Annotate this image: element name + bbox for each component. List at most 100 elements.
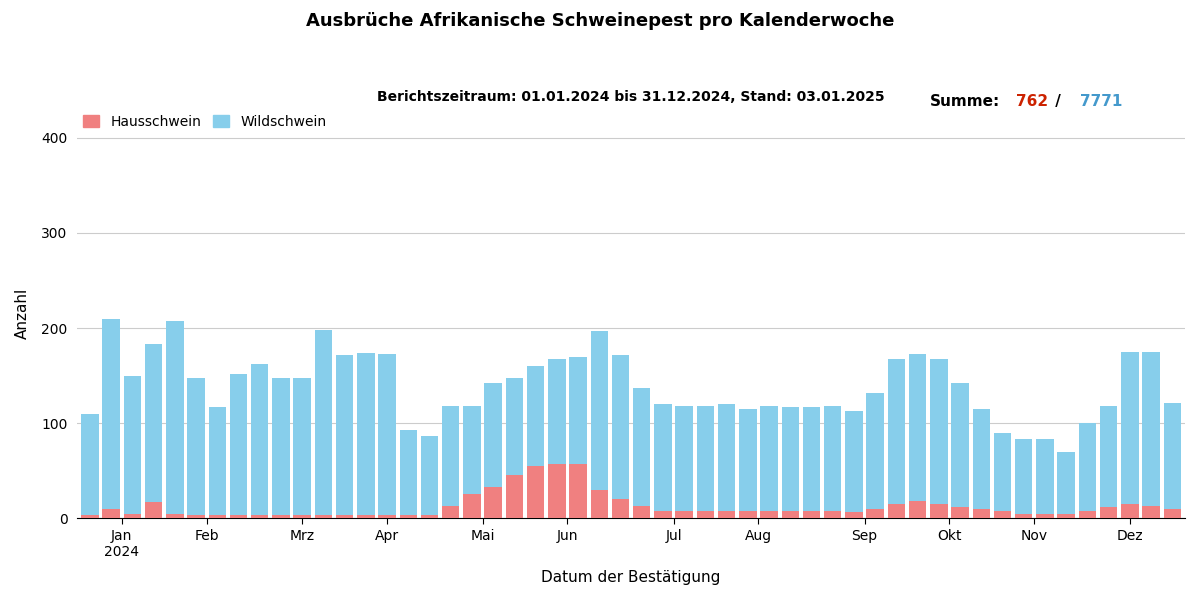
Bar <box>527 366 545 518</box>
Bar <box>294 377 311 518</box>
Bar <box>676 511 692 518</box>
Bar <box>166 514 184 518</box>
Bar <box>824 511 841 518</box>
Bar <box>1100 406 1117 518</box>
Bar <box>421 515 438 518</box>
Bar <box>251 364 269 518</box>
Bar <box>590 490 608 518</box>
Bar <box>1164 403 1181 518</box>
Bar <box>209 407 226 518</box>
Bar <box>314 330 332 518</box>
Bar <box>145 344 162 518</box>
Bar <box>82 515 98 518</box>
Bar <box>548 464 565 518</box>
Bar <box>718 511 736 518</box>
Bar <box>676 406 692 518</box>
Bar <box>505 377 523 518</box>
Bar <box>590 331 608 518</box>
Bar <box>209 515 226 518</box>
Bar <box>761 511 778 518</box>
Bar <box>485 487 502 518</box>
Bar <box>824 406 841 518</box>
Bar <box>972 509 990 518</box>
Bar <box>930 504 948 518</box>
Bar <box>761 406 778 518</box>
Bar <box>1079 423 1096 518</box>
Bar <box>336 355 353 518</box>
Bar <box>187 515 205 518</box>
Bar <box>82 413 98 518</box>
Bar <box>102 509 120 518</box>
Bar <box>166 322 184 518</box>
Bar <box>124 376 142 518</box>
Bar <box>294 515 311 518</box>
Bar <box>400 430 416 518</box>
Bar <box>569 464 587 518</box>
Bar <box>358 515 374 518</box>
Text: Ausbrüche Afrikanische Schweinepest pro Kalenderwoche: Ausbrüche Afrikanische Schweinepest pro … <box>306 12 894 30</box>
Bar <box>229 515 247 518</box>
Bar <box>739 511 756 518</box>
Bar <box>463 494 481 518</box>
Bar <box>187 377 205 518</box>
Bar <box>485 383 502 518</box>
Bar <box>654 404 672 518</box>
Text: 7771: 7771 <box>1080 94 1122 109</box>
Legend: Hausschwein, Wildschwein: Hausschwein, Wildschwein <box>77 109 332 134</box>
Bar <box>1037 439 1054 518</box>
Bar <box>739 409 756 518</box>
Bar <box>1015 514 1032 518</box>
Bar <box>845 411 863 518</box>
Bar <box>1057 514 1075 518</box>
Bar <box>994 511 1012 518</box>
Bar <box>781 407 799 518</box>
Bar <box>1015 439 1032 518</box>
Bar <box>251 515 269 518</box>
Bar <box>888 504 905 518</box>
Bar <box>358 353 374 518</box>
Bar <box>378 354 396 518</box>
Bar <box>442 506 460 518</box>
Bar <box>634 506 650 518</box>
Bar <box>634 388 650 518</box>
Bar <box>612 499 629 518</box>
Bar <box>908 354 926 518</box>
Bar <box>803 511 820 518</box>
Text: 762: 762 <box>1015 94 1048 109</box>
Bar <box>697 406 714 518</box>
Bar <box>505 475 523 518</box>
Bar <box>654 511 672 518</box>
Bar <box>888 359 905 518</box>
Bar <box>314 515 332 518</box>
Bar <box>1121 352 1139 518</box>
Bar <box>272 515 289 518</box>
Bar <box>527 466 545 518</box>
Bar <box>866 509 884 518</box>
Title: Berichtszeitraum: 01.01.2024 bis 31.12.2024, Stand: 03.01.2025: Berichtszeitraum: 01.01.2024 bis 31.12.2… <box>377 90 884 104</box>
Bar <box>994 433 1012 518</box>
Bar <box>930 359 948 518</box>
Bar <box>421 436 438 518</box>
X-axis label: Datum der Bestätigung: Datum der Bestätigung <box>541 570 721 585</box>
Bar <box>145 502 162 518</box>
Bar <box>972 409 990 518</box>
Bar <box>697 511 714 518</box>
Bar <box>866 393 884 518</box>
Y-axis label: Anzahl: Anzahl <box>14 288 30 340</box>
Text: /: / <box>1050 94 1066 109</box>
Bar <box>400 515 416 518</box>
Bar <box>1037 514 1054 518</box>
Bar <box>569 356 587 518</box>
Bar <box>1164 509 1181 518</box>
Bar <box>908 501 926 518</box>
Bar <box>463 406 481 518</box>
Bar <box>718 404 736 518</box>
Bar <box>952 507 968 518</box>
Bar <box>1142 352 1159 518</box>
Bar <box>102 319 120 518</box>
Bar <box>803 407 820 518</box>
Bar <box>952 383 968 518</box>
Bar <box>378 515 396 518</box>
Bar <box>442 406 460 518</box>
Bar <box>612 355 629 518</box>
